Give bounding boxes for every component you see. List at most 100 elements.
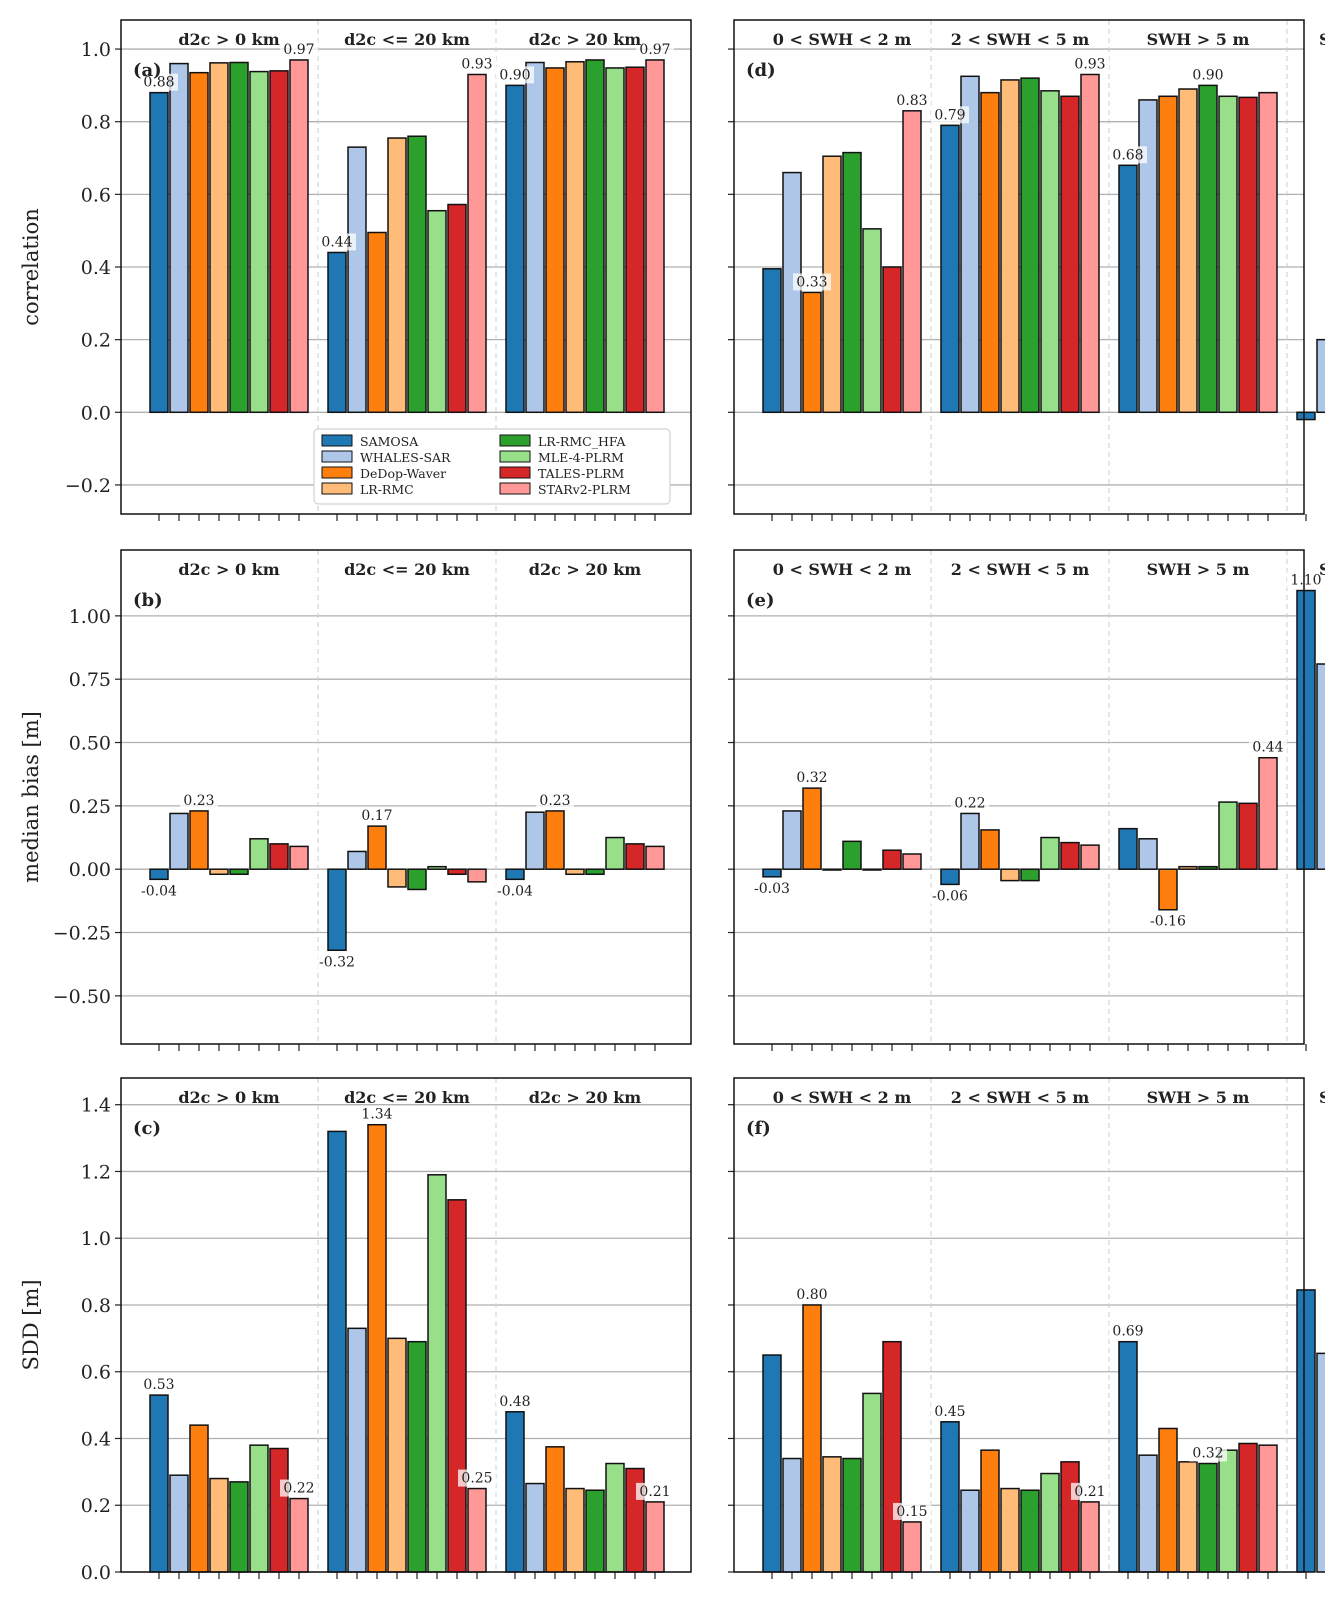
bar	[169, 62, 189, 414]
legend-swatch	[499, 434, 531, 447]
panel-c: 0.0 0.2 0.4 0.6 0.8 1.0 1.2 1.4 0.53 0.22 1.34 0.25…	[19, 1077, 692, 1584]
bar	[960, 812, 980, 870]
bar	[980, 1449, 1000, 1573]
value-label-bg	[358, 1105, 396, 1123]
bar	[447, 868, 467, 876]
bar	[625, 843, 645, 870]
bar	[1020, 77, 1040, 414]
bar	[169, 1474, 189, 1573]
bar	[269, 843, 289, 870]
value-label: 0.22	[954, 795, 985, 811]
value-label-bg	[1109, 146, 1147, 164]
value-label-bg	[1145, 912, 1191, 930]
value-label-bg	[951, 794, 989, 812]
value-label: 0.69	[1112, 1324, 1143, 1340]
panel-d: 0.330.830.790.930.680.900.25-0.200 < SWH…	[728, 19, 1325, 521]
bar	[1060, 841, 1080, 870]
bar	[1238, 1442, 1258, 1573]
panel-letter: (d)	[746, 60, 776, 81]
bar	[882, 266, 902, 414]
panel-letter: (e)	[746, 590, 775, 611]
bar	[229, 868, 249, 876]
value-label-bg	[458, 55, 496, 73]
group-title: d2c <= 20 km	[344, 30, 470, 49]
bar	[209, 62, 229, 414]
bar	[545, 67, 565, 414]
group-title: 0 < SWH < 2 m	[773, 30, 912, 49]
plot-frame	[733, 1077, 1305, 1573]
group-title: SWH > 5 m	[1147, 1088, 1250, 1107]
bar	[347, 850, 367, 870]
bar	[467, 1487, 487, 1573]
bar	[189, 71, 209, 414]
bar	[1080, 73, 1100, 414]
bar	[427, 865, 447, 870]
bar	[327, 868, 347, 952]
ytick-label: 0.0	[81, 1562, 111, 1584]
value-label-bg	[140, 1376, 178, 1394]
value-label-bg	[1323, 1024, 1325, 1042]
bar	[1158, 868, 1178, 911]
bar	[565, 61, 585, 414]
bar	[1040, 90, 1060, 414]
legend-label: MLE-4-PLRM	[538, 450, 624, 465]
bar	[1238, 802, 1258, 870]
group-title: 0 < SWH < 2 m	[773, 1088, 912, 1107]
bar	[467, 868, 487, 883]
bar	[229, 1481, 249, 1573]
bar	[842, 1457, 862, 1573]
bar	[189, 810, 209, 870]
value-label: 0.97	[283, 42, 314, 58]
value-label: -0.04	[141, 883, 177, 899]
bar	[762, 268, 782, 414]
value-label: 1.34	[361, 1107, 392, 1123]
value-label: 0.21	[1074, 1484, 1105, 1500]
bar	[645, 59, 665, 414]
bar	[347, 146, 367, 414]
value-label-bg	[358, 807, 396, 825]
bar	[1178, 88, 1198, 414]
bar	[249, 838, 269, 870]
ytick-label: 1.2	[81, 1161, 111, 1183]
value-label-bg	[1071, 1482, 1109, 1500]
value-label: 0.48	[499, 1394, 530, 1410]
value-label-bg	[636, 40, 674, 58]
bar	[1296, 589, 1316, 870]
ytick-label: 0.6	[81, 1362, 111, 1384]
bar	[1118, 1340, 1138, 1573]
legend-swatch	[499, 482, 531, 495]
value-label: 0.97	[639, 42, 670, 58]
bar	[1138, 838, 1158, 870]
bar	[585, 1489, 605, 1573]
legend-label: LR-RMC	[360, 482, 414, 497]
ytick-label: 0.4	[81, 1428, 111, 1450]
bar	[565, 1487, 585, 1573]
value-label-bg	[1249, 738, 1287, 756]
legend-swatch	[499, 466, 531, 479]
bar	[169, 812, 189, 870]
bar	[367, 231, 387, 414]
ytick-label: 0.75	[69, 669, 111, 691]
value-label: 0.21	[639, 1484, 670, 1500]
bar	[209, 1477, 229, 1573]
bar	[1138, 1454, 1158, 1573]
bar	[782, 171, 802, 414]
bar	[1060, 95, 1080, 414]
legend-swatch	[321, 466, 353, 479]
ytick-label: 1.0	[81, 39, 111, 61]
ytick-label: 0.25	[69, 796, 111, 818]
bar	[1118, 164, 1138, 414]
bar	[940, 868, 960, 886]
group-title: SWH > 10 m	[1319, 30, 1325, 49]
legend-label: STARv2-PLRM	[538, 482, 631, 497]
ytick-label: 0.4	[81, 257, 111, 279]
value-label-bg	[893, 91, 931, 109]
bar	[1198, 1462, 1218, 1573]
ytick-label: 0.8	[81, 1295, 111, 1317]
ytick-label: 0.6	[81, 184, 111, 206]
panel-letter: (f)	[746, 1118, 771, 1139]
value-label-bg	[140, 73, 178, 91]
plot-frame	[733, 549, 1305, 1045]
bar	[289, 845, 309, 870]
value-label: 0.53	[143, 1377, 174, 1393]
